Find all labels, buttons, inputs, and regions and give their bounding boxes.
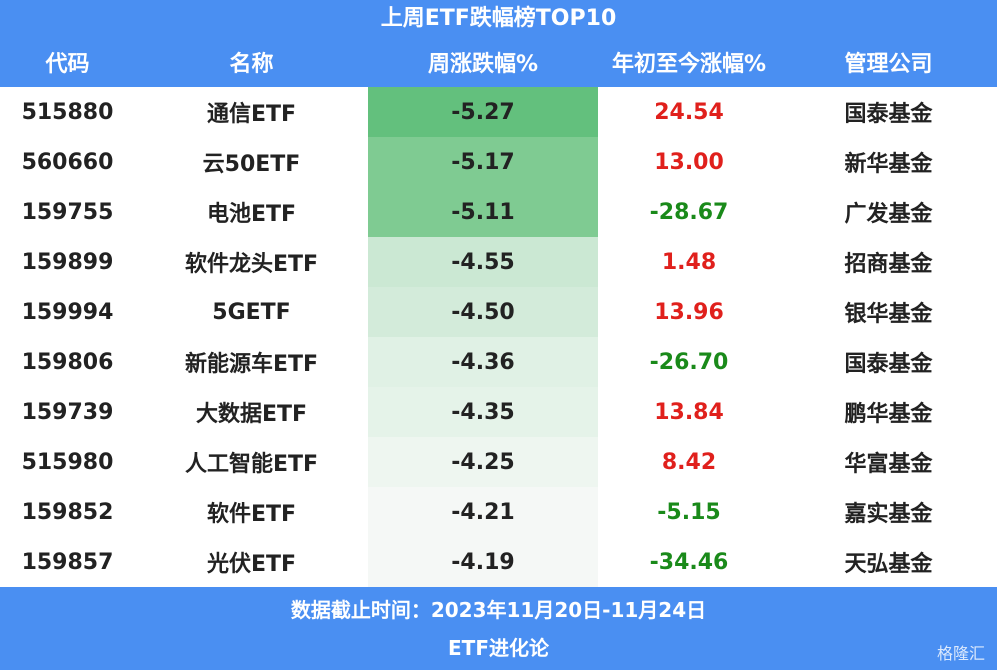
table-row: 159994 5GETF -4.50 13.96 银华基金 — [0, 287, 997, 337]
manager: 招商基金 — [844, 252, 933, 277]
weekly-change: -4.21 — [368, 487, 598, 537]
fund-name: 5GETF — [212, 299, 291, 325]
weekly-change: -4.55 — [368, 237, 598, 287]
ytd-change: 8.42 — [661, 449, 717, 475]
column-header: 名称 — [135, 37, 368, 87]
manager: 国泰基金 — [844, 352, 933, 377]
manager: 新华基金 — [844, 152, 933, 177]
code: 560660 — [21, 149, 114, 175]
fund-name: 通信ETF — [206, 102, 297, 127]
weekly-change: -5.11 — [368, 187, 598, 237]
fund-name: 软件龙头ETF — [184, 252, 319, 277]
manager: 国泰基金 — [844, 102, 933, 127]
code: 159852 — [21, 499, 114, 525]
table-row: 159857 光伏ETF -4.19 -34.46 天弘基金 — [0, 537, 997, 587]
ytd-change: 24.54 — [654, 99, 724, 125]
weekly-change: -5.17 — [368, 137, 598, 187]
table-row: 515980 人工智能ETF -4.25 8.42 华富基金 — [0, 437, 997, 487]
table: 代码 名称 周涨跌幅% 年初至今涨幅% 管理公司 515880 通信ETF -5.27 24.… — [0, 37, 997, 587]
weekly-change: -4.50 — [368, 287, 598, 337]
manager: 嘉实基金 — [844, 502, 933, 527]
fund-name: 大数据ETF — [195, 402, 308, 427]
table-row: 159755 电池ETF -5.11 -28.67 广发基金 — [0, 187, 997, 237]
ytd-change: -28.67 — [649, 199, 729, 225]
weekly-change: -4.36 — [368, 337, 598, 387]
weekly-change: -4.35 — [368, 387, 598, 437]
ytd-change: -5.15 — [657, 499, 721, 525]
ytd-change: 13.84 — [654, 399, 724, 425]
fund-name: 电池ETF — [206, 202, 297, 227]
column-header: 周涨跌幅% — [368, 37, 598, 87]
manager: 华富基金 — [844, 452, 933, 477]
table-body: 515880 通信ETF -5.27 24.54 国泰基金 560660 云50ETF -5.… — [0, 87, 997, 587]
table-row: 515880 通信ETF -5.27 24.54 国泰基金 — [0, 87, 997, 137]
manager: 广发基金 — [844, 202, 933, 227]
code: 159899 — [21, 249, 114, 275]
fund-name: 云50ETF — [202, 152, 301, 177]
ytd-change: 13.96 — [654, 299, 724, 325]
ytd-change: -34.46 — [649, 549, 729, 575]
code: 515980 — [21, 449, 114, 475]
manager: 天弘基金 — [844, 552, 933, 577]
code: 159806 — [21, 349, 114, 375]
fund-name: 新能源车ETF — [184, 352, 319, 377]
ytd-change: -26.70 — [649, 349, 729, 375]
code: 159857 — [21, 549, 114, 575]
footer-source: ETF进化论 — [448, 636, 549, 660]
code: 159755 — [21, 199, 114, 225]
footer-note: 数据截止时间：2023年11月20日-11月24日 — [290, 598, 707, 622]
fund-name: 光伏ETF — [206, 552, 297, 577]
table-row: 159739 大数据ETF -4.35 13.84 鹏华基金 — [0, 387, 997, 437]
table-row: 159852 软件ETF -4.21 -5.15 嘉实基金 — [0, 487, 997, 537]
code: 515880 — [21, 99, 114, 125]
weekly-change: -4.19 — [368, 537, 598, 587]
column-header: 管理公司 — [780, 37, 997, 87]
code: 159739 — [21, 399, 114, 425]
weekly-change: -5.27 — [368, 87, 598, 137]
table-row: 159899 软件龙头ETF -4.55 1.48 招商基金 — [0, 237, 997, 287]
ytd-change: 13.00 — [654, 149, 724, 175]
manager: 鹏华基金 — [844, 402, 933, 427]
column-header: 年初至今涨幅% — [598, 37, 780, 87]
table-row: 159806 新能源车ETF -4.36 -26.70 国泰基金 — [0, 337, 997, 387]
footer: 数据截止时间：2023年11月20日-11月24日 ETF进化论 格隆汇 — [0, 587, 997, 670]
weekly-change: -4.25 — [368, 437, 598, 487]
table-row: 560660 云50ETF -5.17 13.00 新华基金 — [0, 137, 997, 187]
title: 上周ETF跌幅榜TOP10 — [0, 0, 997, 37]
code: 159994 — [21, 299, 114, 325]
watermark: 格隆汇 — [936, 644, 985, 663]
header-row: 代码 名称 周涨跌幅% 年初至今涨幅% 管理公司 — [0, 37, 997, 87]
manager: 银华基金 — [844, 302, 933, 327]
column-header: 代码 — [0, 37, 135, 87]
ytd-change: 1.48 — [661, 249, 717, 275]
fund-name: 软件ETF — [206, 502, 297, 527]
fund-name: 人工智能ETF — [184, 452, 319, 477]
